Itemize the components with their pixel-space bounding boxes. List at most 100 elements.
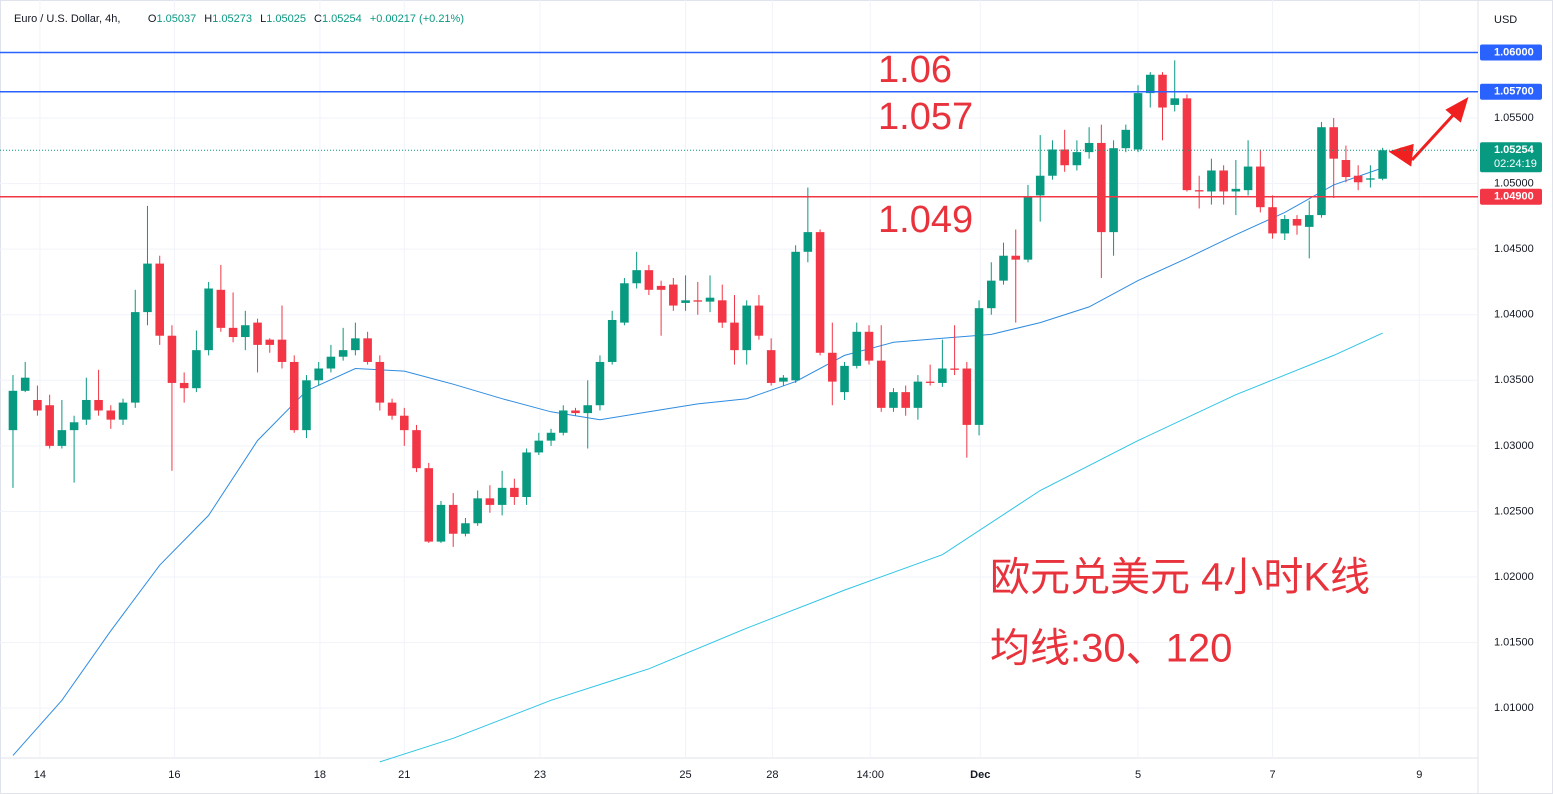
price-badge-label: 1.06000: [1494, 46, 1534, 58]
change: +0.00217 (+0.21%): [369, 13, 464, 25]
candle-body: [1194, 190, 1204, 192]
candle-body: [424, 468, 434, 542]
candle-body: [717, 300, 727, 323]
x-tick-label: Dec: [970, 769, 990, 781]
candle-body: [155, 263, 164, 336]
candle-body: [864, 331, 874, 361]
candle-body: [1304, 215, 1314, 227]
candle-body: [216, 289, 226, 328]
candle-body: [742, 305, 751, 351]
candle-body: [118, 402, 128, 420]
candle-body: [412, 430, 421, 469]
candle-body: [400, 415, 409, 431]
candle-body: [913, 381, 923, 408]
candle-body: [1023, 196, 1033, 260]
y-tick-label: 1.02000: [1494, 571, 1534, 583]
symbol: Euro / U.S. Dollar, 4h,: [14, 13, 121, 25]
candle-body: [1317, 127, 1326, 216]
arrows: [1388, 96, 1469, 167]
ohlc-label: C: [314, 13, 322, 25]
candle-body: [1182, 98, 1192, 191]
candle-body: [253, 322, 262, 345]
x-tick-label: 5: [1135, 769, 1141, 781]
candle-body: [387, 402, 397, 416]
candle-body: [1219, 170, 1228, 192]
candle-body: [1231, 188, 1241, 192]
candle-body: [1011, 255, 1021, 260]
candle-body: [265, 339, 275, 345]
price-badge-label: 1.04900: [1494, 191, 1534, 203]
candle-body: [693, 300, 703, 302]
annotation: 均线:30、120: [990, 627, 1232, 671]
candle-body: [241, 325, 250, 338]
candle-body: [485, 498, 495, 505]
annotation: 1.057: [878, 96, 973, 138]
candle-body: [473, 498, 482, 524]
ohlc-value: 1.05037: [156, 13, 197, 25]
price-badge: [1480, 83, 1542, 100]
candle-body: [143, 263, 152, 313]
candle-body: [1109, 148, 1118, 233]
currency: USD: [1494, 14, 1517, 26]
candle-body: [69, 422, 79, 431]
candle-body: [1145, 74, 1155, 94]
candle-body: [766, 350, 776, 383]
candle-body: [1292, 219, 1302, 226]
candle-body: [1353, 175, 1363, 183]
candle-body: [1035, 175, 1045, 196]
price-badge: [1480, 44, 1542, 61]
candle-body: [1268, 207, 1277, 234]
candle-body: [461, 523, 470, 534]
candle-body: [82, 399, 91, 420]
price-badge: [1480, 188, 1542, 205]
candle-body: [974, 308, 984, 425]
x-tick-label: 28: [766, 769, 778, 781]
x-tick-label: 9: [1416, 769, 1422, 781]
candle-body: [20, 377, 30, 391]
candle-body: [1084, 142, 1094, 153]
candle-body: [326, 356, 336, 369]
x-tick-label: 7: [1269, 769, 1275, 781]
candle-body: [876, 360, 886, 408]
candle-body: [192, 350, 201, 389]
ohlc-label: L: [260, 13, 267, 25]
candle-body: [351, 338, 360, 351]
candle-body: [607, 319, 617, 362]
candle-body: [130, 312, 140, 403]
candle-body: [1207, 170, 1216, 192]
candle-body: [375, 361, 385, 403]
candle-body: [1060, 149, 1069, 166]
y-tick-label: 1.01000: [1494, 702, 1534, 714]
candle-body: [1072, 152, 1082, 166]
candle-body: [338, 350, 348, 357]
candle-body: [8, 390, 18, 431]
ohlc-value: 1.05025: [266, 13, 306, 25]
ohlc-label: H: [204, 13, 213, 25]
candle-body: [1048, 149, 1057, 176]
candle-body: [779, 377, 788, 382]
x-tick-label: 21: [398, 769, 410, 781]
moving-average: [379, 332, 1383, 763]
candle-body: [644, 270, 654, 290]
candle-body: [730, 322, 739, 351]
candle-body: [852, 331, 862, 366]
candle-body: [925, 381, 935, 383]
candle-body: [962, 368, 972, 425]
candle-body: [987, 280, 996, 309]
y-tick-label: 1.03500: [1494, 374, 1534, 386]
annotation: 1.06: [878, 49, 952, 91]
candle-body: [1329, 127, 1338, 159]
candle-body: [57, 430, 67, 446]
y-tick-label: 1.03000: [1494, 440, 1534, 452]
candle-body: [889, 392, 898, 408]
candle-body: [815, 232, 825, 353]
candle-body: [33, 399, 42, 411]
candle-body: [828, 352, 837, 382]
candle-body: [840, 365, 849, 393]
ohlc-label: O: [147, 13, 157, 25]
candle-body: [302, 380, 311, 431]
candle-body: [448, 504, 458, 534]
